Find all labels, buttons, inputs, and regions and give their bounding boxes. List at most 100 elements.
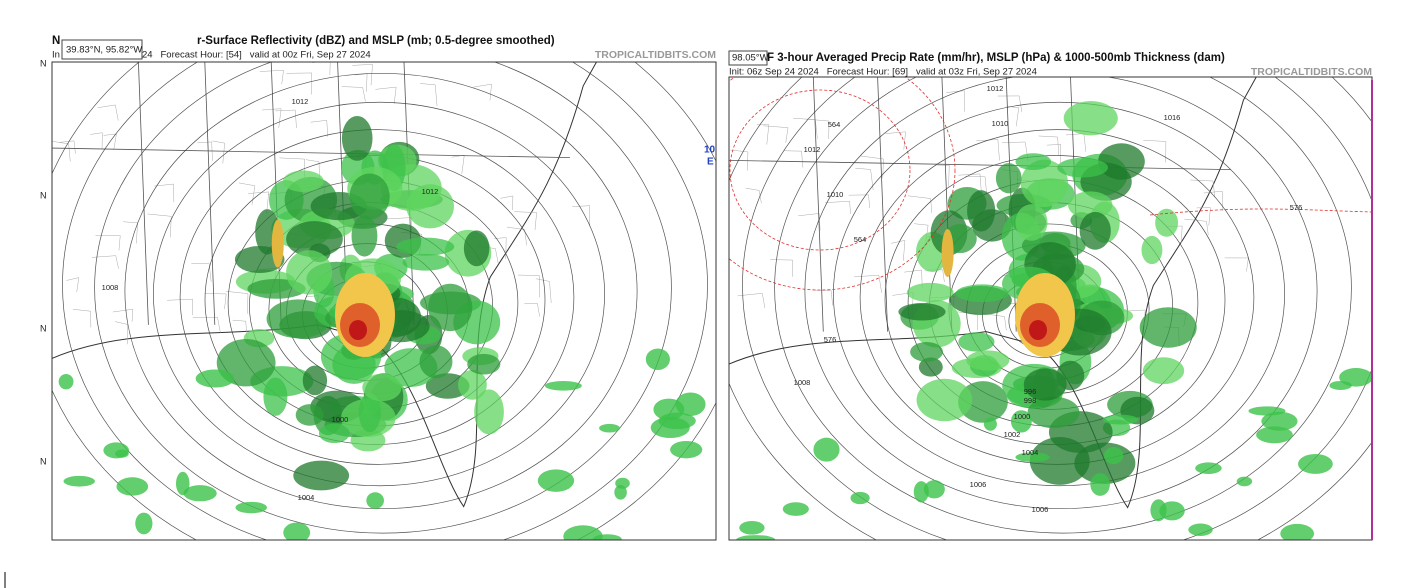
contour-label: 1006 [970,480,987,489]
county-line [473,83,492,101]
precip [599,423,620,433]
contour-label: 564 [854,235,867,244]
county-line [147,213,172,238]
county-line [737,292,766,309]
county-line [226,291,249,314]
county-line [756,124,770,145]
county-line [167,298,193,316]
county-line [524,302,540,317]
county-line [770,259,794,277]
thickness-line [729,77,956,291]
county-line [494,237,507,259]
precip [286,250,333,295]
isobar [804,77,1318,509]
precip [958,332,995,352]
precip [910,341,944,362]
precip [428,283,473,332]
precip [813,437,840,462]
isobar [179,129,575,465]
precip [1090,472,1110,496]
precip [116,477,149,496]
county-line [885,131,906,150]
precip [739,521,765,535]
precip [295,404,324,426]
contour-label: 1012 [804,145,821,154]
county-line [848,194,871,209]
precip [650,417,690,439]
precip [63,475,95,487]
contour-label: 1004 [298,493,315,502]
precip [419,345,453,379]
isobar [94,62,672,534]
lat-label: N [40,58,47,68]
county-line [91,255,119,269]
right-title: F 3-hour Averaged Precip Rate (mm/hr), M… [767,52,1225,64]
precip [396,237,455,256]
side-label: 10 [704,145,716,156]
coord-tooltip-text: 39.83°N, 95.82°W [66,45,142,56]
precip [458,369,487,400]
county-line [1196,207,1211,226]
precip [1280,523,1315,540]
state-line [138,62,149,325]
contour-label: 1010 [992,119,1009,128]
contour-label: 1008 [794,378,811,387]
precip [1150,499,1167,522]
county-line [514,211,537,230]
contour-label: 1004 [1022,448,1039,457]
precip [955,284,1009,303]
precip [362,373,402,402]
county-line [855,167,874,190]
precip [1141,235,1163,265]
county-line [103,133,117,150]
isobar [833,101,1285,487]
left-title: r-Surface Reflectivity (dBZ) and MSLP (m… [197,35,555,47]
county-line [451,154,465,174]
precip [1079,211,1111,250]
precip [537,469,575,492]
county-line [997,95,1023,113]
state-line [729,159,1231,170]
county-line [806,118,830,139]
precip [58,373,74,390]
county-line [745,187,762,204]
county-line [965,175,987,193]
precip [115,449,129,458]
county-line [815,289,833,306]
county-line [517,274,540,298]
county-line [59,140,76,154]
precip [366,492,384,509]
precip [293,460,350,491]
precip [983,417,997,431]
contour-label: 1012 [292,97,309,106]
precip [1057,157,1108,178]
precip [1023,368,1067,401]
precip [1142,357,1185,385]
precip [1139,307,1197,348]
county-line [907,195,933,214]
county-line [114,321,128,345]
precip [850,491,870,505]
contour-label: 1000 [332,415,349,424]
lat-label: N [40,190,47,200]
precip [1027,396,1080,429]
precip [283,522,311,540]
precip [1015,204,1048,241]
side-mark: Ε [707,157,714,168]
left-subtitle: 24 Forecast Hour: [54] valid at 00z Fri,… [142,50,371,61]
county-line [352,64,373,86]
contour-label: 1002 [1004,430,1021,439]
precip [1010,410,1032,433]
county-line [1184,218,1209,235]
contour-label: 1010 [827,190,844,199]
county-line [904,269,923,288]
watermark: TROPICALTIDBITS.COM [595,49,716,61]
precip [282,170,324,192]
precip [916,378,973,422]
precip [341,115,373,161]
county-line [783,150,804,168]
county-line [90,132,103,150]
county-line [197,141,213,161]
precip [318,423,350,444]
county-line [191,263,212,282]
